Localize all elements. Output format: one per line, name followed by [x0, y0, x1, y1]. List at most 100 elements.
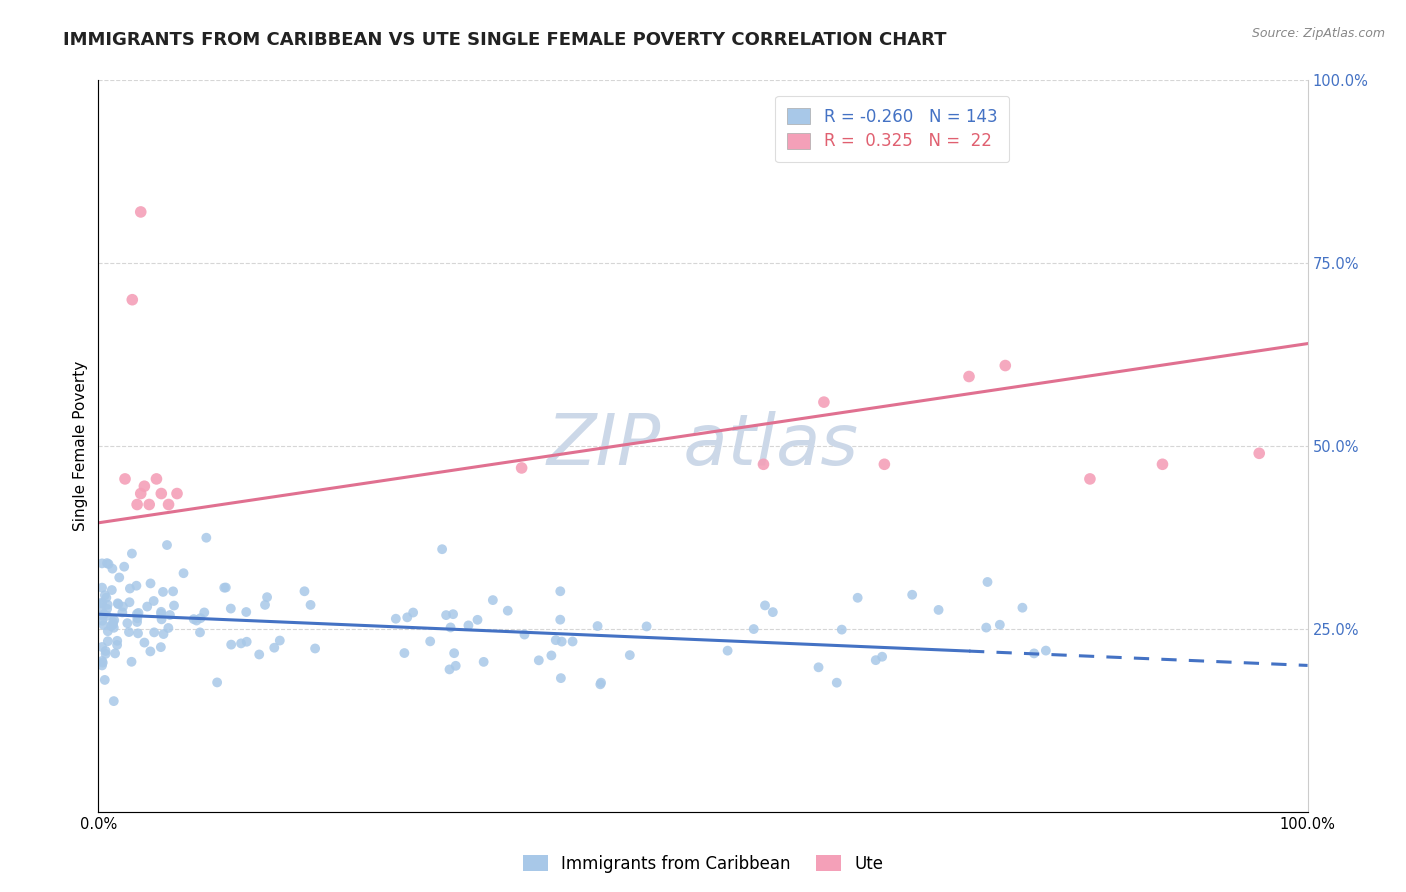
Point: [865, 653, 887, 667]
Point: [586, 619, 609, 633]
Point: [157, 498, 180, 512]
Point: [101, 582, 124, 597]
Point: [299, 598, 322, 612]
Point: [636, 619, 658, 633]
Point: [91, 614, 114, 628]
Point: [129, 486, 152, 500]
Point: [101, 561, 124, 575]
Point: [101, 617, 124, 632]
Point: [513, 627, 536, 641]
Point: [91, 656, 114, 670]
Point: [976, 574, 998, 589]
Text: IMMIGRANTS FROM CARIBBEAN VS UTE SINGLE FEMALE POVERTY CORRELATION CHART: IMMIGRANTS FROM CARIBBEAN VS UTE SINGLE …: [63, 31, 946, 49]
Point: [94, 673, 117, 687]
Point: [195, 531, 218, 545]
Point: [831, 623, 853, 637]
Point: [152, 627, 174, 641]
Point: [1022, 647, 1045, 661]
Point: [457, 618, 479, 632]
Point: [467, 613, 489, 627]
Point: [551, 634, 574, 648]
Point: [957, 369, 980, 384]
Point: [101, 615, 124, 629]
Point: [807, 660, 830, 674]
Point: [134, 479, 156, 493]
Point: [419, 634, 441, 648]
Point: [150, 486, 173, 500]
Point: [928, 603, 950, 617]
Point: [1152, 457, 1174, 471]
Point: [443, 646, 465, 660]
Point: [166, 486, 188, 500]
Point: [385, 612, 408, 626]
Point: [430, 542, 453, 557]
Point: [94, 588, 117, 602]
Point: [150, 605, 173, 619]
Point: [136, 599, 159, 614]
Point: [127, 606, 149, 620]
Point: [114, 472, 136, 486]
Point: [121, 655, 143, 669]
Point: [540, 648, 562, 663]
Point: [91, 608, 114, 623]
Point: [974, 621, 997, 635]
Point: [846, 591, 869, 605]
Point: [1078, 472, 1101, 486]
Point: [193, 606, 215, 620]
Point: [97, 634, 120, 648]
Point: [1011, 600, 1033, 615]
Point: [91, 595, 114, 609]
Point: [472, 655, 495, 669]
Text: ZIP atlas: ZIP atlas: [547, 411, 859, 481]
Point: [105, 638, 128, 652]
Point: [96, 608, 118, 623]
Point: [156, 538, 179, 552]
Legend: R = -0.260   N = 143, R =  0.325   N =  22: R = -0.260 N = 143, R = 0.325 N = 22: [776, 96, 1010, 162]
Point: [91, 581, 114, 595]
Point: [162, 584, 184, 599]
Point: [754, 599, 776, 613]
Point: [91, 658, 114, 673]
Point: [527, 653, 550, 667]
Point: [145, 472, 167, 486]
Point: [139, 644, 162, 658]
Point: [97, 598, 120, 612]
Point: [183, 612, 205, 626]
Point: [127, 626, 149, 640]
Point: [107, 597, 129, 611]
Point: [94, 644, 117, 658]
Point: [548, 584, 571, 599]
Point: [91, 557, 114, 571]
Point: [103, 613, 125, 627]
Point: [96, 591, 118, 605]
Y-axis label: Single Female Poverty: Single Female Poverty: [73, 361, 89, 531]
Point: [548, 613, 571, 627]
Point: [394, 646, 416, 660]
Point: [215, 581, 238, 595]
Point: [544, 633, 567, 648]
Point: [127, 611, 149, 625]
Point: [589, 677, 612, 691]
Point: [444, 658, 467, 673]
Point: [91, 654, 114, 668]
Point: [256, 590, 278, 604]
Point: [263, 640, 285, 655]
Point: [103, 694, 125, 708]
Point: [121, 293, 143, 307]
Point: [93, 618, 115, 632]
Point: [742, 622, 765, 636]
Point: [125, 579, 148, 593]
Point: [190, 611, 212, 625]
Point: [988, 617, 1011, 632]
Point: [91, 640, 114, 654]
Point: [118, 595, 141, 609]
Point: [219, 638, 242, 652]
Point: [138, 498, 160, 512]
Point: [229, 636, 252, 650]
Point: [100, 619, 122, 633]
Point: [294, 584, 316, 599]
Point: [589, 675, 612, 690]
Point: [994, 359, 1017, 373]
Point: [752, 457, 775, 471]
Point: [152, 585, 174, 599]
